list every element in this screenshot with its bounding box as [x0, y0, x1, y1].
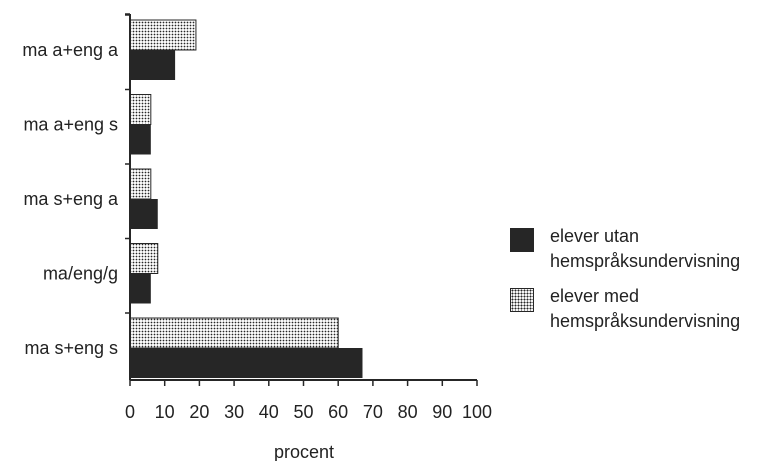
bar-med-4 [129, 243, 159, 274]
legend: elever utan hemspråksundervisning elever… [510, 224, 772, 344]
bar-med-2 [129, 94, 152, 125]
x-tick-label: 0 [125, 402, 135, 422]
x-tick-label: 90 [432, 402, 452, 422]
bar-utan-3 [130, 199, 158, 229]
bar-med-3 [129, 168, 152, 200]
bar-med-5 [129, 317, 339, 349]
x-tick-label: 20 [189, 402, 209, 422]
x-tick-label: 70 [363, 402, 383, 422]
x-tick-label: 80 [398, 402, 418, 422]
bar-med-1 [129, 19, 197, 51]
legend-label-series-2: elever med hemspråksundervisning [550, 286, 741, 331]
bar-utan-5 [130, 348, 363, 378]
category-label: ma s+eng a [23, 189, 119, 209]
legend-item-series-2: elever med hemspråksundervisning [510, 284, 772, 334]
x-tick-label: 50 [293, 402, 313, 422]
x-axis-title: procent [274, 442, 334, 461]
legend-item-series-1: elever utan hemspråksundervisning [510, 224, 772, 274]
legend-label-series-1: elever utan hemspråksundervisning [550, 226, 741, 271]
legend-swatch-dotted [510, 288, 534, 312]
x-tick-label: 100 [462, 402, 492, 422]
x-tick-label: 10 [155, 402, 175, 422]
category-label: ma/eng/g [43, 264, 118, 284]
category-label: ma a+eng a [22, 40, 119, 60]
bar-utan-2 [130, 124, 151, 155]
bar-utan-1 [130, 50, 176, 80]
x-tick-label: 60 [328, 402, 348, 422]
bar-utan-4 [130, 273, 151, 304]
x-tick-label: 30 [224, 402, 244, 422]
x-tick-label: 40 [259, 402, 279, 422]
category-label: ma a+eng s [23, 115, 118, 135]
legend-swatch-solid [510, 228, 534, 252]
category-label: ma s+eng s [24, 338, 118, 358]
